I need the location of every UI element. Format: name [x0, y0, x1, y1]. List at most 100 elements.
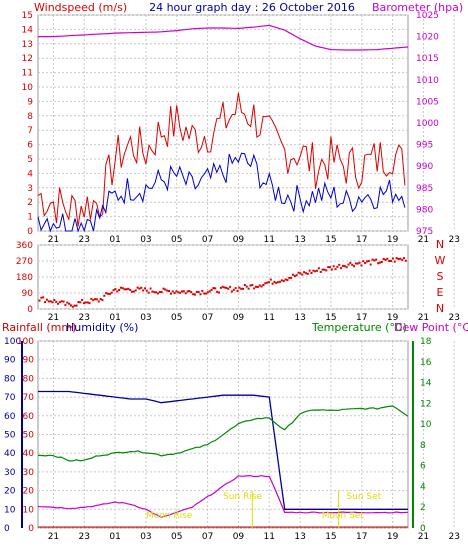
rain-y-tick: 50	[4, 431, 16, 441]
direction-point	[151, 290, 154, 293]
direction-point	[145, 289, 148, 292]
direction-y-tick: 360	[16, 241, 33, 251]
direction-point	[132, 290, 135, 293]
direction-point	[138, 287, 141, 290]
x-tick-label: 09	[233, 532, 245, 542]
direction-point	[108, 292, 111, 295]
rain-y-tick: 90	[4, 356, 16, 366]
direction-point	[94, 298, 97, 301]
event-label: Sun Set	[346, 492, 381, 502]
direction-point	[264, 282, 267, 285]
wind-y-tick: 5	[27, 155, 33, 165]
x-tick-label: 19	[387, 235, 399, 245]
rainfall-label: Rainfall (mm)	[2, 321, 76, 334]
direction-point	[373, 259, 376, 262]
windspeed-title: Windspeed (m/s)	[34, 1, 127, 14]
direction-point	[190, 291, 193, 294]
direction-point	[158, 290, 161, 293]
direction-point	[131, 290, 134, 293]
x-tick-label: 19	[387, 313, 399, 323]
humidity-y-tick: 40	[23, 449, 35, 459]
humidity-y-tick: 50	[23, 431, 35, 441]
direction-point	[240, 287, 243, 290]
direction-point	[295, 274, 298, 277]
direction-point	[297, 271, 300, 274]
compass-label: N	[436, 238, 444, 251]
direction-point	[68, 302, 71, 305]
wind-y-tick: 7	[27, 126, 33, 136]
direction-point	[95, 298, 98, 301]
direction-point	[103, 294, 106, 297]
direction-point	[340, 267, 343, 270]
direction-point	[401, 258, 404, 261]
rain-y-tick: 20	[4, 487, 16, 497]
direction-point	[397, 258, 400, 261]
direction-point	[330, 268, 333, 271]
wind-y-tick: 6	[27, 141, 33, 151]
direction-point	[88, 302, 91, 305]
direction-point	[384, 258, 387, 261]
direction-point	[229, 285, 232, 288]
x-tick-label: 11	[264, 313, 275, 323]
x-tick-label: 03	[140, 235, 151, 245]
direction-point	[341, 264, 344, 267]
x-tick-label: 17	[356, 313, 367, 323]
direction-point	[378, 261, 381, 264]
direction-point	[353, 265, 356, 268]
direction-point	[201, 289, 204, 292]
event-label: Moon Set	[322, 511, 365, 521]
direction-point	[153, 291, 156, 294]
dewpoint-line	[37, 474, 409, 519]
direction-point	[260, 285, 263, 288]
direction-point	[105, 292, 108, 295]
direction-point	[47, 300, 50, 303]
rain-y-tick: 0	[4, 524, 10, 534]
direction-point	[84, 301, 87, 304]
temperature-y-tick: 10	[420, 420, 432, 430]
direction-point	[66, 301, 69, 304]
direction-point	[97, 300, 100, 303]
x-tick-label: 13	[294, 235, 305, 245]
direction-point	[402, 257, 405, 260]
barometer-title: Barometer (hpa)	[372, 1, 463, 14]
direction-point	[269, 278, 272, 281]
direction-point	[364, 261, 367, 264]
direction-point	[216, 290, 219, 293]
rain-y-tick: 30	[4, 468, 16, 478]
direction-point	[77, 301, 80, 304]
direction-point	[365, 260, 368, 263]
direction-point	[221, 285, 224, 288]
direction-point	[286, 279, 289, 282]
direction-point	[160, 291, 163, 294]
direction-point	[327, 266, 330, 269]
baro-y-tick: 1000	[416, 119, 439, 129]
direction-point	[319, 270, 322, 273]
temperature-line	[37, 405, 409, 462]
temperature-y-tick: 4	[420, 482, 426, 492]
direction-point	[69, 304, 72, 307]
direction-point	[203, 292, 206, 295]
rain-y-tick: 60	[4, 412, 16, 422]
direction-point	[267, 281, 270, 284]
compass-label: N	[436, 302, 444, 315]
direction-point	[210, 288, 213, 291]
direction-point	[175, 290, 178, 293]
x-tick-label: 21	[48, 235, 59, 245]
baro-y-tick: 990	[416, 162, 433, 172]
direction-y-tick: 90	[22, 289, 34, 299]
direction-point	[303, 271, 306, 274]
direction-point	[49, 300, 52, 303]
direction-point	[147, 291, 150, 294]
direction-point	[73, 304, 76, 307]
x-tick-label: 07	[202, 235, 213, 245]
humidity-y-tick: 30	[23, 468, 35, 478]
direction-point	[254, 285, 257, 288]
direction-point	[195, 290, 198, 293]
direction-point	[249, 284, 252, 287]
direction-point	[92, 299, 95, 302]
x-tick-label: 01	[109, 532, 120, 542]
direction-point	[253, 287, 256, 290]
rain-y-tick: 80	[4, 374, 16, 384]
direction-point	[291, 273, 294, 276]
direction-point	[114, 288, 117, 291]
